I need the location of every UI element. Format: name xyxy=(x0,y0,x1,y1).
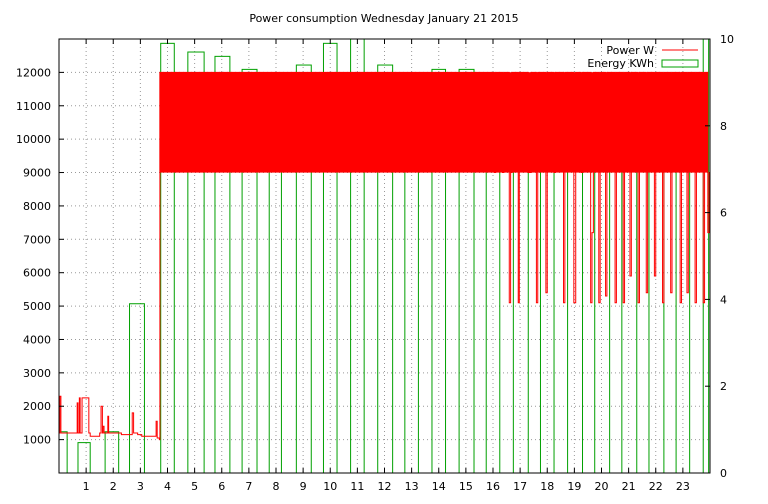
x-tick-label: 8 xyxy=(273,480,280,493)
x-tick-label: 16 xyxy=(486,480,500,493)
y-tick-label: 3000 xyxy=(23,367,51,380)
x-tick-label: 6 xyxy=(218,480,225,493)
x-tick-label: 7 xyxy=(245,480,252,493)
y2-tick-label: 2 xyxy=(720,380,727,393)
x-tick-label: 9 xyxy=(300,480,307,493)
y-tick-label: 2000 xyxy=(23,400,51,413)
legend-energy-swatch xyxy=(661,59,699,68)
power-line xyxy=(59,71,710,441)
x-tick-label: 15 xyxy=(459,480,473,493)
plot-border xyxy=(58,38,711,474)
x-tick-label: 10 xyxy=(323,480,337,493)
legend-power-label: Power W xyxy=(606,44,654,57)
x-tick-label: 19 xyxy=(567,480,581,493)
y-tick-label: 11000 xyxy=(16,100,51,113)
y-tick-label: 12000 xyxy=(16,66,51,79)
legend-energy-label: Energy KWh xyxy=(587,57,654,70)
x-tick-label: 17 xyxy=(513,480,527,493)
chart-title: Power consumption Wednesday January 21 2… xyxy=(249,12,518,25)
y2-tick-label: 10 xyxy=(720,33,734,46)
x-tick-label: 14 xyxy=(432,480,446,493)
y-tick-label: 6000 xyxy=(23,267,51,280)
x-tick-label: 22 xyxy=(649,480,663,493)
y2-tick-label: 0 xyxy=(720,467,727,480)
y-tick-label: 5000 xyxy=(23,300,51,313)
y2-tick-label: 4 xyxy=(720,293,727,306)
x-tick-label: 21 xyxy=(622,480,636,493)
y-tick-label: 10000 xyxy=(16,133,51,146)
y-tick-label: 8000 xyxy=(23,200,51,213)
y-tick-label: 4000 xyxy=(23,333,51,346)
x-tick-label: 18 xyxy=(540,480,554,493)
x-tick-label: 5 xyxy=(191,480,198,493)
legend: Power W Energy KWh xyxy=(587,44,699,70)
x-tick-label: 13 xyxy=(405,480,419,493)
x-tick-label: 3 xyxy=(137,480,144,493)
x-tick-label: 20 xyxy=(595,480,609,493)
y-tick-label: 9000 xyxy=(23,167,51,180)
power-line-layer xyxy=(59,71,710,441)
x-tick-label: 1 xyxy=(83,480,90,493)
x-tick-label: 4 xyxy=(164,480,171,493)
y-tick-label: 7000 xyxy=(23,233,51,246)
x-tick-label: 11 xyxy=(350,480,364,493)
y2-tick-label: 6 xyxy=(720,207,727,220)
x-tick-label: 23 xyxy=(676,480,690,493)
y2-tick-label: 8 xyxy=(720,120,727,133)
x-tick-label: 12 xyxy=(378,480,392,493)
y-tick-label: 1000 xyxy=(23,434,51,447)
axes-layer: 1 2 3 4 5 6 7 8 9 10 11 12 13 14 15 16 17 18 19 20 21 22 23100… xyxy=(16,33,734,493)
x-tick-label: 2 xyxy=(110,480,117,493)
